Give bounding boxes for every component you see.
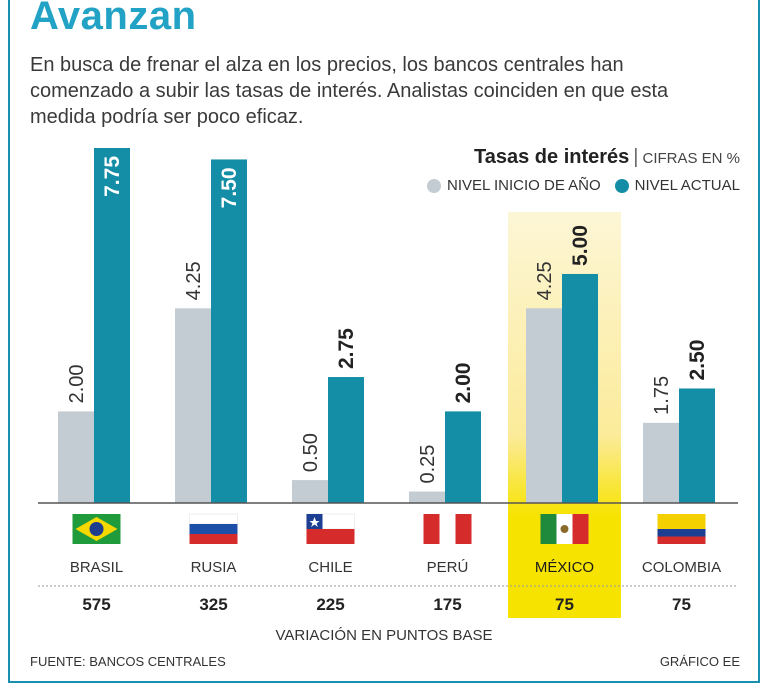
category-label-0: BRASIL: [70, 559, 123, 576]
variation-value-1: 325: [199, 595, 227, 614]
flag-chile-red: [306, 529, 355, 544]
category-label-4: MÉXICO: [535, 559, 594, 576]
bar-start-1: [175, 308, 211, 503]
flag-3-icon: [423, 514, 472, 544]
bar-current-2: [328, 377, 364, 503]
bar-current-4: [562, 273, 598, 503]
flag-2-icon: [306, 513, 355, 544]
flag-colombia-blue: [657, 529, 706, 537]
flag-5-icon: [657, 514, 706, 544]
flag-1-icon: [189, 513, 238, 544]
legend-separator: |: [633, 146, 639, 168]
flag-russia-white: [189, 513, 238, 525]
data-label-start-2: 0.50: [300, 433, 322, 472]
bar-current-1: [211, 159, 247, 504]
data-label-start-1: 4.25: [183, 261, 205, 300]
data-label-current-2: 2.75: [335, 328, 358, 369]
variation-axis-label: VARIACIÓN EN PUNTOS BASE: [275, 627, 493, 644]
page-subtitle: En busca de frenar el alza en los precio…: [30, 54, 669, 128]
flag-mexico-red: [572, 514, 589, 544]
category-label-5: COLOMBIA: [642, 559, 721, 576]
bar-current-0: [94, 148, 130, 503]
flag-chile-star: [309, 517, 320, 527]
legend-label-start: NIVEL INICIO DE AÑO: [447, 177, 601, 194]
bar-current-3: [445, 411, 481, 503]
flag-brazil-globe: [89, 522, 104, 536]
flag-0-icon: [72, 514, 121, 544]
source-note: FUENTE: BANCOS CENTRALES: [30, 654, 226, 669]
flag-peru-center: [439, 514, 456, 544]
flag-4-icon: [540, 514, 589, 544]
flag-mexico-emblem: [560, 525, 569, 533]
variation-value-4: 75: [555, 595, 574, 614]
data-label-current-3: 2.00: [452, 363, 475, 404]
legend-swatch-current: [614, 178, 629, 193]
bar-start-2: [292, 480, 328, 503]
flag-russia-red: [189, 534, 238, 544]
data-label-current-5: 2.50: [686, 340, 709, 381]
variation-value-0: 575: [82, 595, 110, 614]
variation-value-5: 75: [672, 595, 691, 614]
page-title: Avanzan: [30, 0, 197, 38]
frame-border: [8, 0, 760, 683]
data-label-current-4: 5.00: [569, 225, 592, 266]
variation-value-2: 225: [316, 595, 344, 614]
legend-title: Tasas de interés | CIFRAS EN %: [474, 146, 740, 169]
flag-peru-right: [455, 514, 472, 544]
data-label-current-1: 7.50: [218, 167, 241, 208]
flag-colombia-red: [657, 536, 706, 544]
data-label-start-0: 2.00: [66, 364, 88, 403]
data-label-start-3: 0.25: [417, 445, 439, 484]
category-label-2: CHILE: [308, 559, 352, 576]
flag-mexico-green: [540, 514, 557, 544]
variation-value-3: 175: [433, 595, 461, 614]
legend-unit: CIFRAS EN %: [642, 150, 740, 167]
legend-label-current: NIVEL ACTUAL: [634, 177, 740, 194]
category-label-1: RUSIA: [191, 559, 237, 576]
legend-swatch-start: [427, 178, 442, 193]
bar-start-0: [58, 411, 94, 503]
legend-title-text: Tasas de interés: [474, 146, 630, 168]
data-label-start-4: 4.25: [534, 261, 556, 300]
flag-colombia-yellow: [657, 514, 706, 529]
category-label-3: PERÚ: [427, 559, 469, 576]
data-label-start-5: 1.75: [651, 376, 673, 415]
bar-start-3: [409, 491, 445, 503]
credit-note: GRÁFICO EE: [659, 654, 740, 669]
bar-start-4: [526, 308, 562, 503]
legend: NIVEL INICIO DE AÑO NIVEL ACTUAL: [427, 177, 740, 194]
flag-russia-blue: [189, 524, 238, 534]
bar-start-5: [643, 422, 679, 503]
flag-peru-left: [423, 514, 440, 544]
bar-current-5: [679, 388, 715, 503]
data-label-current-0: 7.75: [101, 156, 124, 197]
